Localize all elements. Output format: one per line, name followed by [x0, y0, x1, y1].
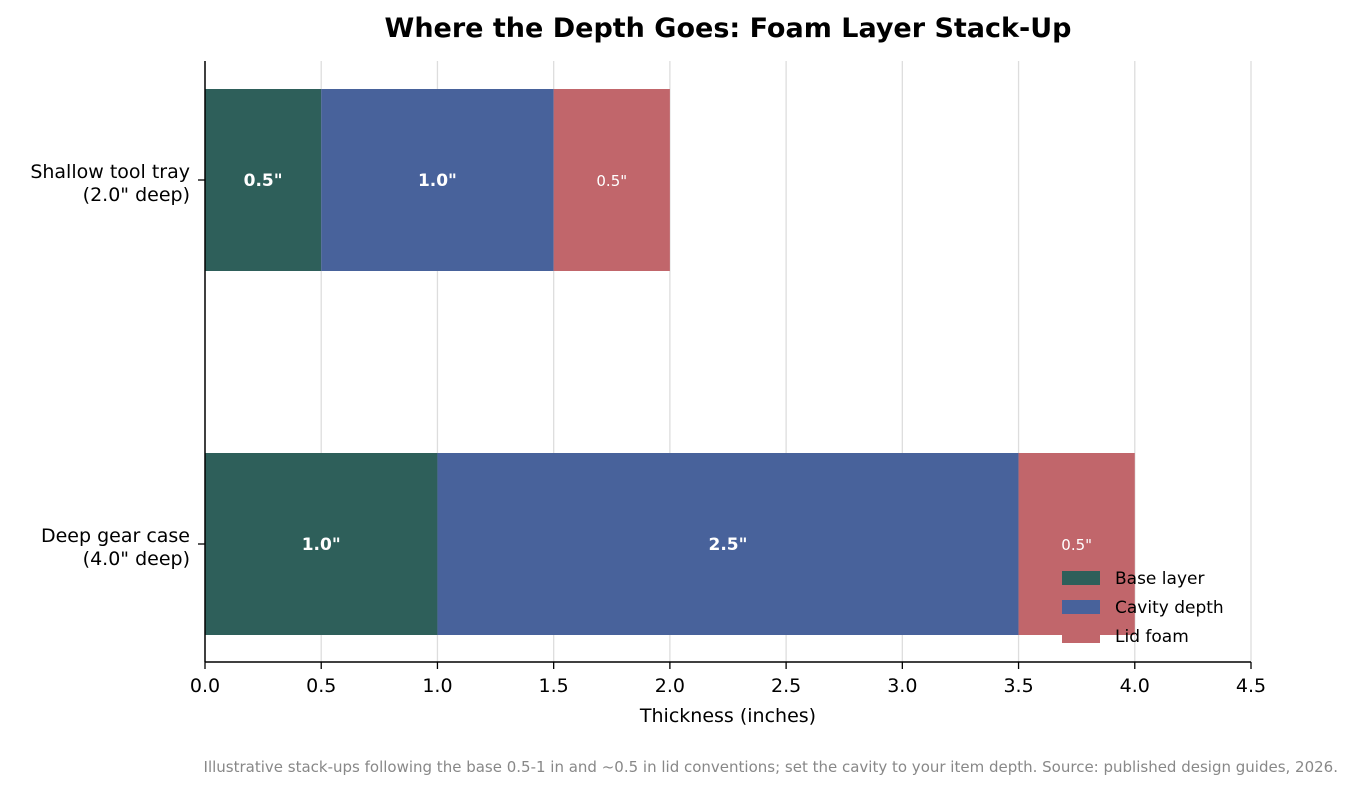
bar-value-label: 0.5": [1061, 536, 1092, 554]
x-tick-label: 3.5: [1003, 675, 1033, 697]
y-axis-ticks: Shallow tool tray(2.0" deep) Deep gear ca…: [30, 161, 205, 570]
x-axis-label: Thickness (inches): [639, 705, 816, 727]
legend-swatch: [1062, 571, 1100, 585]
x-tick-label: 2.5: [771, 675, 801, 697]
bar-segment: [321, 89, 554, 271]
legend: Base layer Cavity depth Lid foam: [1062, 569, 1224, 647]
legend-label: Lid foam: [1115, 627, 1189, 647]
chart-caption: Illustrative stack-ups following the bas…: [204, 758, 1338, 776]
bar-segment: [553, 89, 670, 271]
bars: [205, 89, 1135, 635]
x-axis-ticks: 0.0 0.5 1.0 1.5 2.0 2.5 3.0 3.5 4.0 4.5: [190, 662, 1266, 697]
bar-value-label: 1.0": [418, 171, 457, 191]
x-tick-label: 1.5: [539, 675, 569, 697]
legend-label: Cavity depth: [1115, 598, 1224, 618]
x-tick-label: 0.5: [306, 675, 336, 697]
legend-swatch: [1062, 629, 1100, 643]
x-tick-label: 3.0: [887, 675, 917, 697]
x-tick-label: 4.5: [1236, 675, 1266, 697]
legend-swatch: [1062, 600, 1100, 614]
chart-title: Where the Depth Goes: Foam Layer Stack-U…: [385, 13, 1072, 44]
x-tick-label: 2.0: [655, 675, 685, 697]
bar-value-label: 2.5": [709, 535, 748, 555]
x-tick-label: 0.0: [190, 675, 220, 697]
x-tick-label: 1.0: [422, 675, 452, 697]
y-tick-label: (2.0" deep): [83, 184, 190, 206]
y-tick-label: (4.0" deep): [83, 548, 190, 570]
bar-labels: 0.5" 1.0" 0.5" 1.0" 2.5" 0.5": [244, 171, 1092, 555]
bar-segment: [205, 89, 322, 271]
y-tick-label: Shallow tool tray: [30, 161, 190, 183]
legend-label: Base layer: [1115, 569, 1204, 589]
bar-value-label: 1.0": [302, 535, 341, 555]
bar-value-label: 0.5": [596, 172, 627, 190]
bar-segment: [205, 453, 438, 635]
y-tick-label: Deep gear case: [41, 525, 190, 547]
x-tick-label: 4.0: [1120, 675, 1150, 697]
bar-segment: [437, 453, 1019, 635]
bar-value-label: 0.5": [244, 171, 283, 191]
